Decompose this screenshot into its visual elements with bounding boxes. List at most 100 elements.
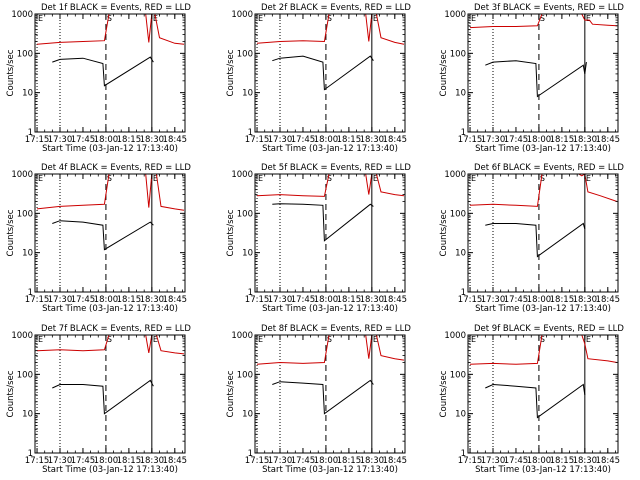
x-axis-label: Start Time (03-Jan-12 17:13:40) — [42, 465, 178, 475]
marker-label: E — [586, 335, 591, 344]
marker-label: E — [471, 335, 476, 344]
x-axis-label: Start Time (03-Jan-12 17:13:40) — [262, 304, 398, 314]
marker-label: S — [327, 335, 332, 344]
marker-label: E — [373, 174, 378, 183]
lld-series-line — [256, 334, 405, 365]
y-tick-label: 1000 — [231, 170, 253, 180]
marker-label: S — [107, 174, 112, 183]
x-tick-label: 18:30 — [140, 295, 165, 305]
x-tick-label: 18:15 — [550, 295, 575, 305]
y-tick-label: 10 — [22, 89, 33, 99]
y-tick-label: 1000 — [444, 10, 466, 20]
x-axis-label: Start Time (03-Jan-12 17:13:40) — [262, 465, 398, 475]
x-tick-label: 18:30 — [140, 135, 165, 145]
events-series-line — [272, 203, 374, 242]
x-tick-label: 17:45 — [291, 135, 316, 145]
marker-label: S — [540, 174, 545, 183]
x-axis-label: Start Time (03-Jan-12 17:13:40) — [475, 465, 611, 475]
y-tick-label: 10 — [22, 410, 33, 420]
marker-label: E — [258, 335, 263, 344]
x-tick-label: 17:45 — [291, 295, 316, 305]
x-tick-label: 17:30 — [48, 135, 73, 145]
x-tick-label: 18:45 — [383, 135, 408, 145]
x-tick-label: 17:30 — [48, 295, 73, 305]
y-tick-label: 100 — [237, 209, 253, 219]
x-axis-label: Start Time (03-Jan-12 17:13:40) — [475, 144, 611, 154]
x-tick-label: 18:45 — [163, 295, 188, 305]
x-tick-label: 18:15 — [337, 456, 362, 466]
x-tick-label: 18:30 — [573, 456, 598, 466]
y-tick-label: 10 — [242, 410, 253, 420]
x-tick-label: 17:30 — [268, 295, 293, 305]
plot-frame — [34, 334, 186, 454]
marker-label: E — [373, 14, 378, 23]
y-tick-label: 1000 — [444, 331, 466, 341]
y-tick-label: 100 — [17, 209, 33, 219]
lld-series-line — [36, 13, 185, 45]
marker-label: E — [258, 174, 263, 183]
y-tick-label: 1 — [461, 288, 466, 298]
y-axis-label: Counts/sec — [6, 370, 16, 417]
x-axis-label: Start Time (03-Jan-12 17:13:40) — [262, 144, 398, 154]
x-tick-label: 18:15 — [550, 135, 575, 145]
y-axis-label: Counts/sec — [6, 209, 16, 256]
x-tick-label: 17:45 — [504, 135, 529, 145]
x-tick-label: 18:00 — [94, 456, 119, 466]
x-tick-label: 18:30 — [573, 295, 598, 305]
y-tick-label: 100 — [17, 49, 33, 59]
y-axis-label: Counts/sec — [226, 209, 236, 256]
x-tick-label: 18:15 — [117, 295, 142, 305]
x-tick-label: 18:30 — [360, 295, 385, 305]
y-tick-label: 1 — [248, 449, 253, 459]
y-tick-label: 10 — [242, 249, 253, 259]
x-tick-label: 17:15 — [245, 456, 270, 466]
y-axis-label: Counts/sec — [6, 49, 16, 96]
x-tick-label: 17:45 — [504, 456, 529, 466]
marker-label: E — [38, 14, 43, 23]
events-series-line — [485, 383, 586, 419]
y-tick-label: 1000 — [11, 331, 33, 341]
x-tick-label: 18:15 — [117, 456, 142, 466]
marker-label: E — [471, 174, 476, 183]
marker-label: S — [540, 14, 545, 23]
chart-title: Det 3f BLACK = Events, RED = LLD — [474, 3, 624, 13]
y-axis-label: Counts/sec — [439, 209, 449, 256]
y-tick-label: 10 — [242, 89, 253, 99]
x-tick-label: 18:45 — [596, 456, 621, 466]
x-tick-label: 18:00 — [527, 456, 552, 466]
x-tick-label: 18:45 — [596, 295, 621, 305]
events-series-line — [272, 379, 374, 415]
y-tick-label: 10 — [22, 249, 33, 259]
events-series-line — [485, 60, 587, 98]
x-tick-label: 18:30 — [360, 135, 385, 145]
events-series-line — [485, 222, 586, 258]
x-tick-label: 18:00 — [314, 295, 339, 305]
x-tick-label: 17:30 — [268, 456, 293, 466]
x-tick-label: 17:45 — [291, 456, 316, 466]
y-tick-label: 1 — [28, 449, 33, 459]
x-tick-label: 18:45 — [596, 135, 621, 145]
plot-frame — [467, 173, 619, 293]
x-tick-label: 18:30 — [360, 456, 385, 466]
events-series-line — [52, 220, 154, 251]
x-tick-label: 17:45 — [71, 295, 96, 305]
y-axis-label: Counts/sec — [439, 49, 449, 96]
y-tick-label: 1000 — [11, 170, 33, 180]
x-tick-label: 18:15 — [550, 456, 575, 466]
y-tick-label: 100 — [450, 49, 466, 59]
x-tick-label: 18:00 — [94, 295, 119, 305]
y-tick-label: 100 — [450, 370, 466, 380]
chart-title: Det 1f BLACK = Events, RED = LLD — [41, 3, 191, 13]
x-tick-label: 17:30 — [481, 135, 506, 145]
chart-title: Det 2f BLACK = Events, RED = LLD — [261, 3, 411, 13]
x-tick-label: 18:00 — [94, 135, 119, 145]
chart-title: Det 7f BLACK = Events, RED = LLD — [41, 324, 191, 334]
y-tick-label: 100 — [237, 49, 253, 59]
chart-title: Det 5f BLACK = Events, RED = LLD — [261, 163, 411, 173]
chart-title: Det 8f BLACK = Events, RED = LLD — [261, 324, 411, 334]
marker-label: E — [258, 14, 263, 23]
